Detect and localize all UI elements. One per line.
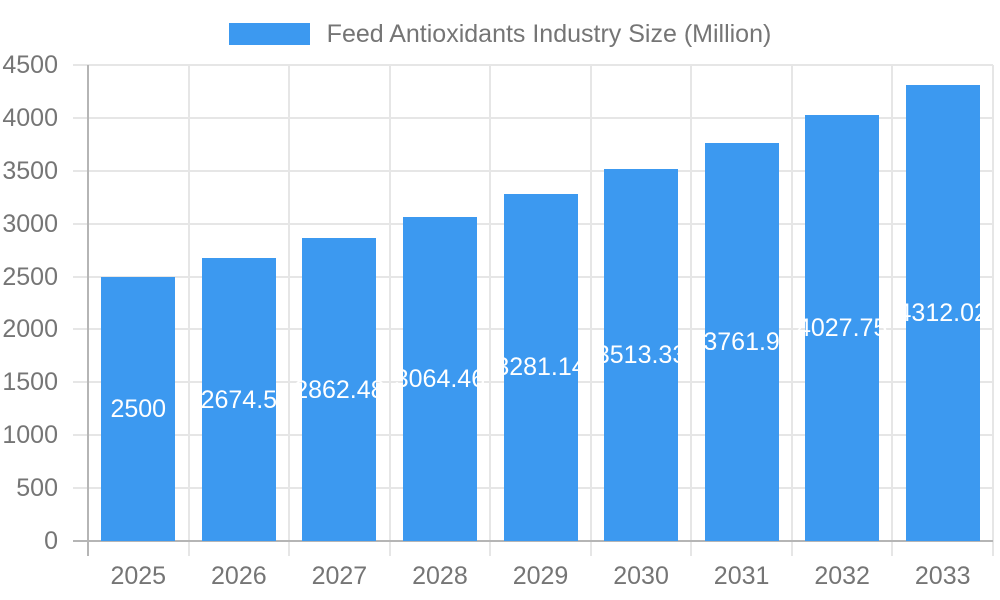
x-axis-tick-label: 2025 xyxy=(110,562,167,590)
y-axis-tick-label: 0 xyxy=(44,527,58,555)
y-axis-tick-label: 1500 xyxy=(2,368,58,397)
y-axis-tick-label: 2500 xyxy=(2,262,58,291)
bar-2028[interactable] xyxy=(402,216,477,541)
h-gridline xyxy=(73,116,993,119)
x-axis-tick-label: 2032 xyxy=(814,562,870,590)
bar-2032[interactable] xyxy=(805,114,880,541)
x-axis-line xyxy=(73,540,993,542)
x-axis-tick-label: 2026 xyxy=(211,562,267,590)
bar-value-label: 2500 xyxy=(110,394,167,423)
bar-value-label: 4027.75 xyxy=(796,313,888,342)
y-axis-tick-label: 2000 xyxy=(2,315,58,344)
v-gridline xyxy=(187,65,190,556)
bar-2033[interactable] xyxy=(905,84,980,541)
v-gridline xyxy=(589,65,592,556)
bar-2031[interactable] xyxy=(704,143,779,541)
x-axis-tick-label: 2031 xyxy=(713,562,770,590)
bar-2027[interactable] xyxy=(302,238,377,541)
x-axis-tick-label: 2027 xyxy=(311,562,368,590)
legend-item[interactable]: Feed Antioxidants Industry Size (Million… xyxy=(0,20,1000,48)
h-gridline xyxy=(73,64,993,66)
bar-value-label: 2862.48 xyxy=(294,375,385,404)
v-gridline xyxy=(891,65,894,556)
v-gridline xyxy=(388,65,391,556)
bar-value-label: 2674.5 xyxy=(200,385,278,414)
v-gridline xyxy=(288,65,291,556)
y-axis-tick-label: 500 xyxy=(16,474,58,503)
bar-value-label: 3064.46 xyxy=(394,364,486,393)
v-gridline xyxy=(992,65,994,556)
y-axis-tick-label: 4000 xyxy=(2,103,58,132)
bar-value-label: 4312.02 xyxy=(897,298,988,327)
x-axis-tick-label: 2033 xyxy=(914,562,971,590)
y-axis-tick-label: 4500 xyxy=(2,51,58,79)
legend-swatch-icon xyxy=(228,23,310,45)
v-gridline xyxy=(489,65,492,556)
bar-2029[interactable] xyxy=(503,193,578,541)
v-gridline xyxy=(690,65,693,556)
bar-2025[interactable] xyxy=(101,276,176,541)
legend-label: Feed Antioxidants Industry Size (Million… xyxy=(326,20,772,48)
bar-2026[interactable] xyxy=(201,258,276,541)
y-axis-tick-label: 3500 xyxy=(2,156,58,185)
x-axis-tick-label: 2030 xyxy=(613,562,669,590)
y-axis-line xyxy=(87,65,89,556)
y-axis-tick-label: 3000 xyxy=(2,209,58,238)
y-axis-tick-label: 1000 xyxy=(2,421,58,450)
x-axis-tick-label: 2029 xyxy=(512,562,569,590)
bar-value-label: 3513.33 xyxy=(595,341,687,370)
x-axis-tick-label: 2028 xyxy=(412,562,468,590)
bar-value-label: 3281.14 xyxy=(495,353,586,382)
bar-value-label: 3761.9 xyxy=(703,328,780,357)
h-gridline xyxy=(73,169,993,172)
v-gridline xyxy=(790,65,793,556)
bar-2030[interactable] xyxy=(604,169,679,541)
